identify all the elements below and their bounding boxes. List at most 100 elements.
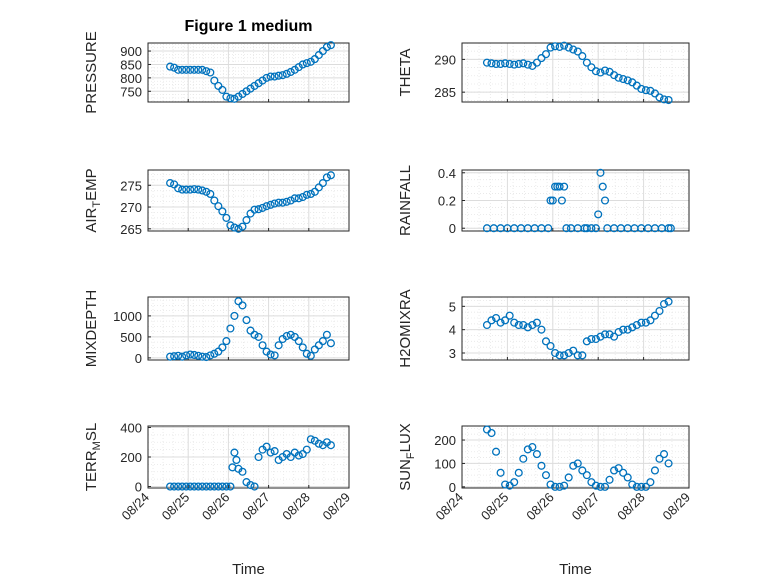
data-point [605,330,614,339]
data-point [290,65,299,74]
xtick-label: 08/24 [433,490,467,524]
data-point [190,350,199,360]
data-point [222,337,231,346]
data-point [637,84,646,93]
data-point [194,351,203,360]
data-point [605,475,614,484]
data-point [178,65,187,74]
data-point [546,43,555,52]
xtick-label: 08/24 [119,490,153,524]
chart-title: Figure 1 medium [184,18,312,35]
data-point [178,482,187,491]
data-point [234,297,243,306]
data-point [218,85,227,94]
data-point [519,454,528,463]
data-point [510,318,519,327]
data-point [664,297,673,306]
data-point [623,76,632,85]
ytick-label: 0.2 [438,194,456,209]
ytick-label: 500 [120,330,142,345]
data-point [594,210,603,219]
data-point [514,59,523,69]
data-point [641,86,650,95]
data-point [274,198,283,207]
subplot-5: 0 500 1000 MIXDEPTH [83,290,350,368]
ytick-label: 4 [449,323,456,338]
data-point [582,58,591,67]
y-axis-label: H2OMIXRA [397,289,414,367]
data-point [598,182,607,191]
data-point [278,71,287,80]
data-point [523,60,532,69]
ytick-label: 1000 [113,309,142,324]
data-point [610,466,619,475]
data-point [186,65,195,74]
data-point [190,185,199,194]
data-point [232,455,241,465]
data-point [190,482,199,491]
data-point [302,445,311,454]
data-point [250,81,259,90]
axes-box [461,296,690,361]
data-point [174,184,183,193]
data-point [546,196,555,205]
data-point [537,54,546,63]
data-point [206,351,215,360]
data-point [266,200,275,209]
data-point [230,311,239,320]
data-point [596,482,605,491]
data-point [286,330,295,339]
data-point [541,471,551,480]
data-point [569,346,578,355]
data-point [250,330,259,339]
ytick-label: 200 [434,433,456,448]
ytick-label: 275 [120,178,142,193]
data-point [578,52,587,61]
data-point [496,468,505,477]
axes-border [461,296,690,361]
data-point [278,198,287,207]
xtick-label: 08/25 [478,490,512,524]
data-point [186,482,195,491]
data-point [222,213,231,222]
y-axis-label: MIXDEPTH [83,290,100,368]
data-point [641,318,650,327]
data-point [646,478,655,487]
data-point [560,481,569,490]
data-point [270,72,279,81]
data-point [210,196,219,205]
data-point [326,441,335,450]
data-point [250,482,259,491]
data-point [238,222,247,231]
data-point [170,352,179,361]
data-point [496,318,505,327]
data-point [596,168,605,177]
data-point [214,81,223,90]
data-point [286,452,295,462]
data-point [326,41,335,50]
ytick-label: 750 [120,84,142,99]
data-point [537,461,546,470]
data-point [600,66,610,75]
data-point [664,95,673,105]
data-point [182,65,191,74]
data-point [206,482,215,491]
data-point [286,196,295,205]
data-point [230,94,239,103]
ytick-label: 285 [434,85,456,100]
subplot-6: 3 4 5 H2OMIXRA [397,289,690,368]
data-point [564,473,573,482]
data-point [166,179,175,188]
data-point [302,190,311,199]
data-point [314,183,323,192]
data-point [170,482,179,491]
data-point [600,482,610,491]
data-point [487,316,496,325]
data-point [560,41,569,50]
data-point [258,203,267,212]
data-point [298,60,307,69]
data-point [596,332,605,341]
data-point [650,89,659,98]
data-point [487,428,496,438]
